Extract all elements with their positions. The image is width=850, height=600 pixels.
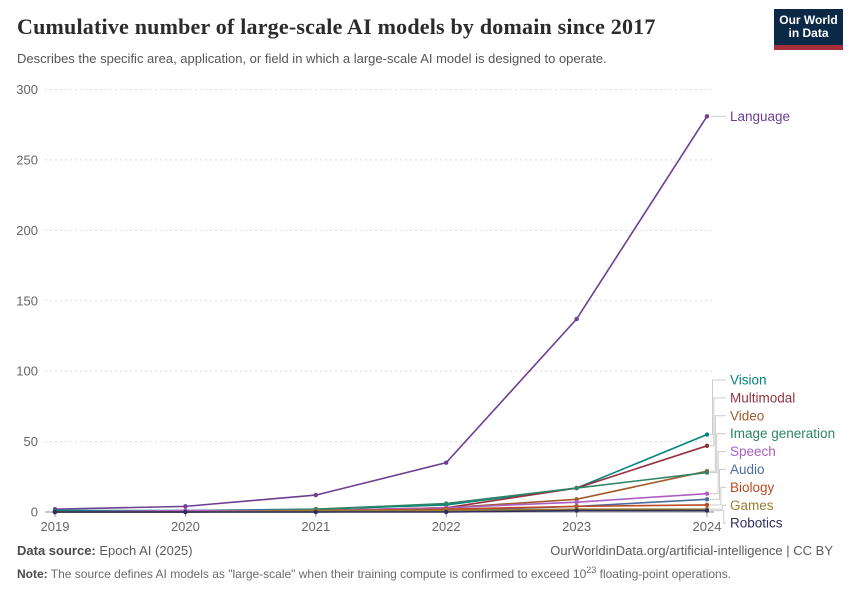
- legend-leader-image-generation: [710, 433, 726, 474]
- chart-footer: Data source: Epoch AI (2025) OurWorldinD…: [17, 543, 833, 581]
- series-point-language: [313, 492, 318, 498]
- legend-label-vision[interactable]: Vision: [730, 373, 767, 388]
- series-point-robotics: [313, 509, 318, 515]
- legend-label-video[interactable]: Video: [730, 408, 764, 423]
- owid-logo-box: Our World in Data: [774, 9, 843, 45]
- series-point-image-generation: [444, 501, 449, 506]
- note-line: Note: The source defines AI models as "l…: [17, 565, 833, 581]
- page-title: Cumulative number of large-scale AI mode…: [17, 14, 656, 39]
- series-point-vision: [704, 432, 710, 437]
- series-point-speech: [704, 491, 710, 496]
- owid-logo[interactable]: Our World in Data: [774, 9, 843, 50]
- series-point-language: [574, 316, 579, 322]
- note-text-after: floating-point operations.: [596, 567, 732, 581]
- y-tick-label: 250: [16, 152, 38, 167]
- x-tick-label: 2023: [562, 519, 591, 534]
- note-label: Note:: [17, 567, 48, 581]
- legend-leader-audio: [710, 469, 726, 500]
- note-text: The source defines AI models as "large-s…: [47, 567, 587, 581]
- x-tick-label: 2020: [171, 519, 200, 534]
- legend-leader-biology: [710, 486, 726, 506]
- y-tick-label: 0: [31, 505, 38, 520]
- series-point-language: [444, 460, 449, 465]
- series-point-biology: [704, 502, 710, 508]
- legend-label-games[interactable]: Games: [730, 498, 774, 513]
- owid-logo-line1: Our World: [779, 13, 838, 27]
- legend-label-robotics[interactable]: Robotics: [730, 516, 783, 531]
- x-tick-label: 2022: [432, 519, 461, 534]
- series-point-image-generation: [574, 485, 579, 491]
- y-tick-label: 300: [16, 82, 38, 97]
- legend-label-biology[interactable]: Biology: [730, 480, 775, 495]
- series-point-robotics: [183, 509, 188, 515]
- data-source-value: Epoch AI (2025): [95, 543, 193, 558]
- y-tick-label: 50: [24, 434, 38, 449]
- credit-link[interactable]: OurWorldinData.org/artificial-intelligen…: [550, 543, 833, 558]
- legend-label-multimodal[interactable]: Multimodal: [730, 390, 795, 405]
- legend-label-audio[interactable]: Audio: [730, 462, 765, 477]
- series-point-robotics: [52, 509, 58, 515]
- y-tick-label: 200: [16, 223, 38, 238]
- series-point-speech: [574, 499, 579, 505]
- owid-logo-line2: in Data: [788, 26, 829, 40]
- legend-label-image-generation[interactable]: Image generation: [730, 426, 835, 441]
- ai-models-line-chart: 0 50 100 150 200 250 300 2019 2020 2021 2022 2023 20…: [16, 82, 835, 534]
- legend-leader-games: [710, 504, 726, 510]
- series-point-language: [183, 504, 188, 509]
- legend-label-language[interactable]: Language: [730, 109, 790, 124]
- owid-logo-stripe: [774, 45, 843, 50]
- series-point-audio: [704, 497, 710, 502]
- series-point-language: [704, 114, 710, 119]
- data-source: Data source: Epoch AI (2025): [17, 543, 193, 558]
- legend-leader-multimodal: [710, 397, 726, 447]
- series-line-language[interactable]: [54, 115, 708, 510]
- series-line-vision[interactable]: [55, 433, 708, 512]
- data-source-label: Data source:: [17, 543, 96, 558]
- y-tick-label: 100: [16, 364, 38, 379]
- y-tick-label: 150: [16, 293, 38, 308]
- page-subtitle: Describes the specific area, application…: [17, 51, 607, 66]
- series-point-multimodal: [704, 443, 710, 449]
- legend-label-speech[interactable]: Speech: [730, 444, 776, 459]
- legend-leader-video: [710, 415, 726, 472]
- series-point-image-generation: [704, 470, 710, 475]
- x-tick-label: 2021: [301, 519, 330, 534]
- series-point-robotics: [444, 509, 449, 515]
- legend-leader-vision: [710, 379, 726, 436]
- legend-leader-robotics: [710, 510, 726, 524]
- series-line-robotics[interactable]: [55, 509, 707, 513]
- series-point-robotics: [574, 508, 579, 513]
- note-exponent: 23: [586, 565, 597, 575]
- x-tick-label: 2019: [41, 519, 70, 534]
- legend-leader-speech: [710, 451, 726, 495]
- series-point-robotics: [704, 508, 710, 513]
- x-tick-label: 2024: [693, 519, 722, 534]
